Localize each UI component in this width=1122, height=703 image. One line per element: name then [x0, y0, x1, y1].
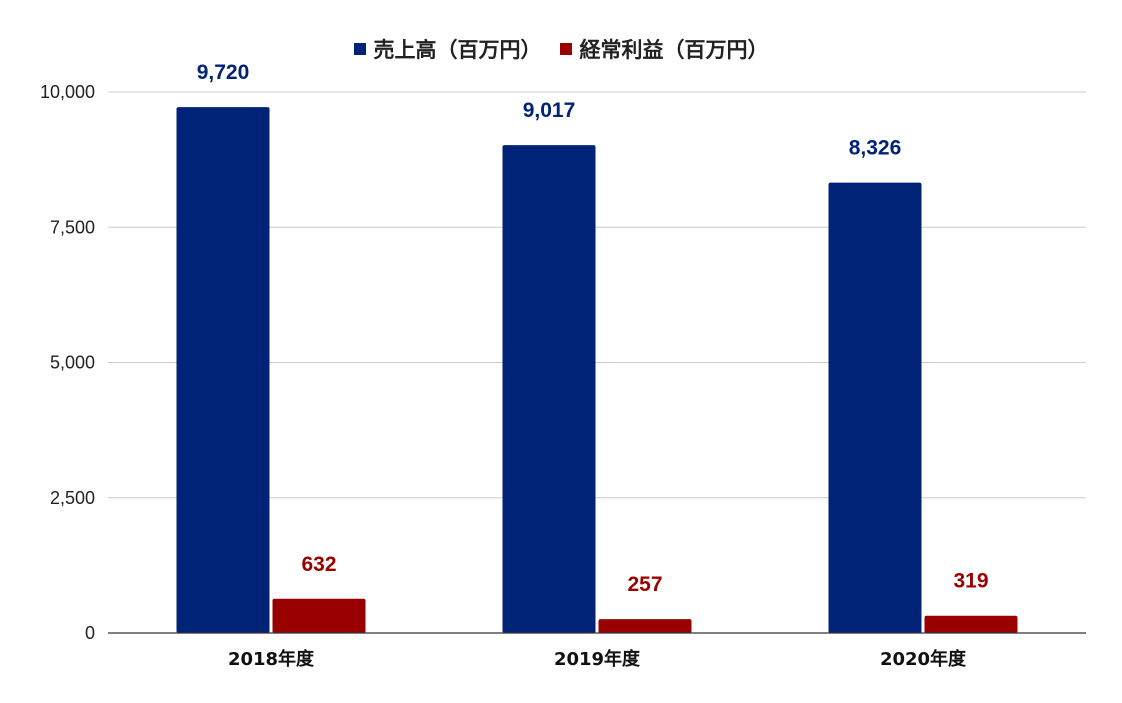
bar-ordinary-profit — [598, 619, 692, 633]
bar-sales — [502, 145, 596, 633]
y-tick-label: 0 — [85, 623, 95, 643]
bar-ordinary-profit — [924, 615, 1018, 633]
legend-item-ordinary-profit: 経常利益（百万円） — [559, 34, 769, 64]
data-label-sales: 9,017 — [523, 99, 576, 122]
bars — [176, 107, 1018, 633]
legend-item-sales: 売上高（百万円） — [353, 34, 542, 64]
legend: 売上高（百万円） 経常利益（百万円） — [0, 34, 1122, 64]
legend-swatch-ordinary-profit — [559, 43, 572, 55]
y-tick-label: 7,500 — [50, 217, 95, 237]
gridlines — [108, 91, 1086, 499]
bar-sales — [176, 107, 270, 633]
x-tick-label: 2018年度 — [228, 648, 315, 670]
y-tick-label: 2,500 — [50, 488, 95, 508]
y-tick-label: 5,000 — [50, 353, 95, 373]
data-label-ordinary-profit: 257 — [627, 573, 662, 596]
x-tick-label: 2019年度 — [554, 648, 641, 670]
legend-label-ordinary-profit: 経常利益（百万円） — [579, 38, 769, 62]
x-axis: 2018年度 2019年度 2020年度 — [108, 632, 1086, 670]
y-axis: 0 2,500 5,000 7,500 10,000 — [40, 82, 95, 643]
data-label-sales: 9,720 — [197, 61, 250, 84]
bar-ordinary-profit — [272, 598, 366, 633]
data-label-ordinary-profit: 632 — [301, 553, 336, 576]
legend-label-sales: 売上高（百万円） — [373, 38, 542, 62]
x-tick-label: 2020年度 — [880, 648, 967, 670]
data-labels: 9,720 632 9,017 257 8,326 319 — [197, 61, 989, 596]
y-tick-label: 10,000 — [40, 82, 95, 102]
legend-swatch-sales — [353, 43, 366, 55]
data-label-ordinary-profit: 319 — [953, 570, 988, 593]
bar-sales — [828, 182, 922, 633]
data-label-sales: 8,326 — [849, 137, 902, 160]
